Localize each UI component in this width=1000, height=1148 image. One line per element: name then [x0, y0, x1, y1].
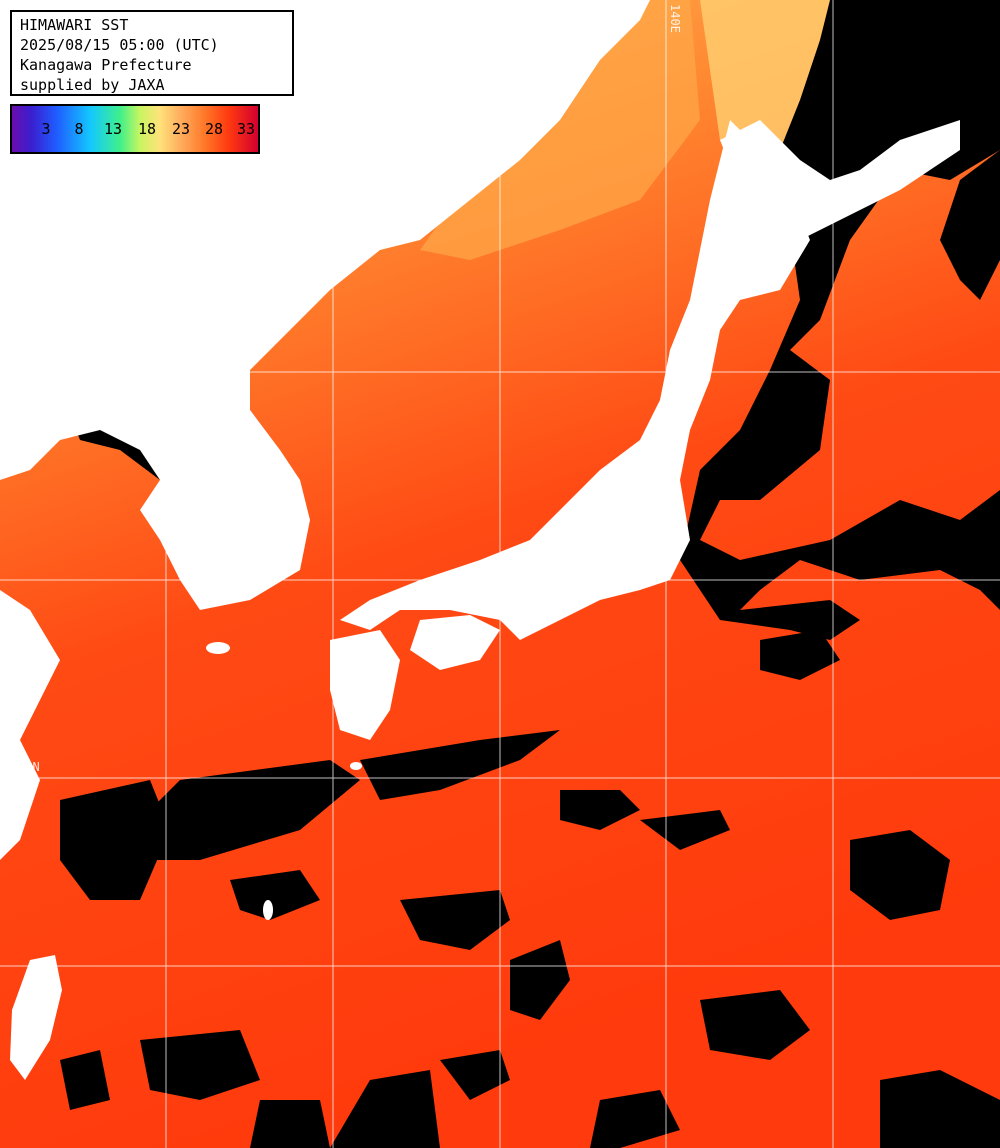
- colorbar-tick: 23: [171, 120, 191, 138]
- datetime-label: 2025/08/15 05:00 (UTC): [20, 36, 219, 54]
- colorbar-tick: 8: [74, 120, 84, 138]
- info-box: HIMAWARI SST 2025/08/15 05:00 (UTC) Kana…: [10, 10, 294, 96]
- lat-label-upper: 40N: [18, 354, 40, 368]
- colorbar-tick: 18: [137, 120, 157, 138]
- prefecture-label: Kanagawa Prefecture: [20, 56, 192, 74]
- credit-label: supplied by JAXA: [20, 76, 165, 94]
- sst-colorbar: 3 8 13 18 23 28 33: [10, 104, 260, 154]
- colorbar-tick: 13: [103, 120, 123, 138]
- sea-cool-north: [420, 0, 700, 260]
- lon-label-140e: 140E: [668, 4, 682, 33]
- lat-label-lower: 30N: [18, 760, 40, 774]
- colorbar-tick: 3: [41, 120, 51, 138]
- product-title: HIMAWARI SST: [20, 16, 129, 34]
- colorbar-tick: 28: [204, 120, 224, 138]
- colorbar-tick: 33: [236, 120, 256, 138]
